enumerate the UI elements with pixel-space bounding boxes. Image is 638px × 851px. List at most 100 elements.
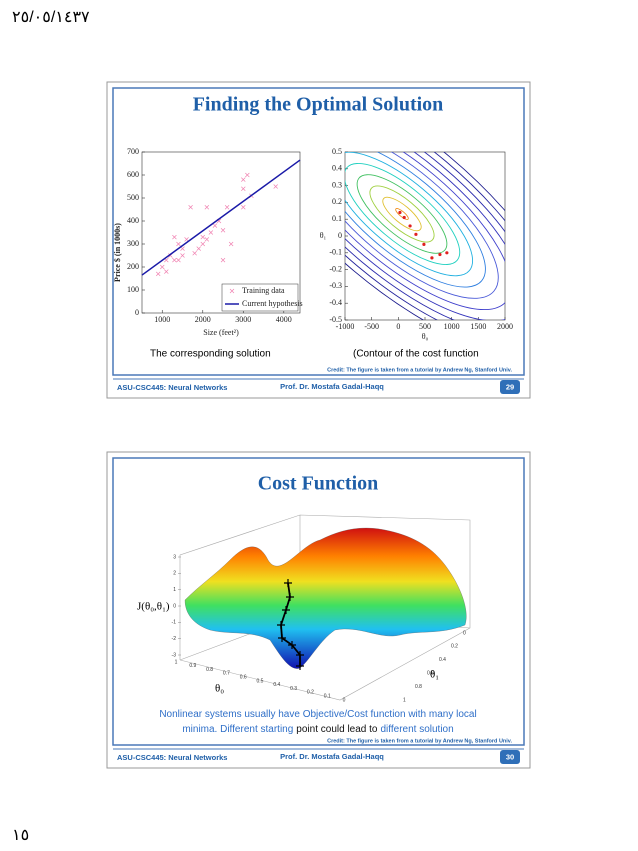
legend-marker [229,288,235,294]
y-tick-label: 0.2 [332,197,342,206]
x-tick-label: -500 [364,322,379,331]
contours [345,152,505,320]
contour-level [345,163,461,265]
data-point [204,237,210,242]
x-tick-label: 0.1 [324,694,331,700]
y-axis-label: θ₁ [430,669,439,681]
contour-level [382,196,422,232]
y-tick-label: 0.5 [332,147,342,156]
x-tick-label: 0.8 [206,667,213,673]
descent-point [422,242,426,246]
contour-level [356,174,448,254]
data-point [155,271,161,277]
x-tick-label: 0 [343,697,346,703]
x-tick-label: 0.2 [307,690,314,696]
x-tick-label: 2000 [195,315,211,324]
data-point [160,264,165,270]
data-point [172,257,177,263]
slide-title: Finding the Optimal Solution [193,94,444,116]
text-run: point could lead to [296,724,378,735]
paragraph: minima. Different starting point could le… [182,724,453,735]
y-tick-label: 0.4 [332,164,342,173]
data-point [241,186,246,192]
y-tick-label: 500 [127,193,139,202]
y-tick-label: 300 [127,239,139,248]
data-point [241,177,246,182]
x-tick-label: 1500 [470,322,486,331]
y-tick-label: -0.5 [329,315,342,324]
legend-label: Training data [242,286,285,295]
text-run: different solution [380,724,453,735]
y-tick-label: 200 [127,262,139,271]
y-tick-label: -0.1 [329,248,342,257]
contour-level [345,152,505,320]
contour-level [395,208,409,220]
slide-border [112,87,525,376]
descent-point [414,232,418,236]
x-tick-label: -1000 [336,322,355,331]
x-tick-label: 0 [396,322,400,331]
x-tick-label: 0.9 [189,663,196,669]
data-point [224,204,230,210]
paragraph: Nonlinear systems usually have Objective… [159,709,476,720]
contour-level [345,152,486,288]
y-tick-label: 700 [127,147,139,156]
data-point [176,257,181,263]
z-tick-label: -1 [172,620,177,626]
descent-path [280,582,301,666]
course: ASU-CSC445: Neural Networks [117,753,227,762]
x-tick-label: 0.3 [290,686,297,692]
x-tick-label: 0.4 [273,682,280,688]
hypothesis-line [141,159,301,276]
z-tick-label: 3 [173,554,176,560]
y-tick-label: -0.3 [329,281,342,290]
data-point [228,241,234,247]
descent-point [402,215,406,220]
contour-level [345,152,505,311]
descent-point [430,256,434,260]
data-point [220,227,226,233]
contour-level [345,152,499,299]
data-point [220,257,226,263]
descent-point [445,251,449,255]
x-axis-label: θ₀ [422,332,429,341]
contour-level [369,185,435,243]
y-tick-label: 400 [127,216,139,225]
x-tick-label: 0.5 [257,678,264,684]
number-box [500,380,520,394]
slide-title: Cost Function [258,473,379,495]
z-tick-label: 0 [173,603,176,609]
y-tick-label: 0 [135,308,139,317]
data-point [196,246,201,251]
y-tick-label: -0.4 [329,298,342,307]
y-tick-label: 0 [463,630,466,636]
descent-point [408,224,412,228]
text-run: Nonlinear systems usually have Objective… [159,709,476,720]
y-tick-label: 0.8 [415,684,422,690]
x-tick-label: 1 [175,659,178,665]
data-point [200,241,206,247]
data-point [212,223,218,228]
data-point [176,241,181,247]
z-axis-label: J(θ₀,θ₁) [137,601,170,613]
x-axis-label: Size (feet²) [203,328,239,337]
y-tick-label: 0.4 [439,657,446,663]
credit: Credit: The figure is taken from a tutor… [327,367,512,373]
slide-number: 30 [506,752,514,761]
data-point [245,172,250,178]
caption: (Contour of the cost function [353,349,479,360]
slide-number: 29 [506,382,514,391]
text-run: minima. Different starting [182,724,293,735]
data-point [164,269,169,274]
z-tick-label: 2 [173,571,176,577]
date: ٢٥/٠٥/١٤٣٧ [12,9,90,26]
y-tick-label: -0.2 [329,264,342,273]
page-number: ١٥ [12,827,29,844]
x-tick-label: 1000 [444,322,460,331]
author: Prof. Dr. Mostafa Gadal-Haqq [280,752,384,761]
x-tick-label: 500 [419,322,431,331]
y-tick-label: 1 [403,697,406,703]
y-tick-label: 600 [127,170,139,179]
contour-level [345,152,505,320]
